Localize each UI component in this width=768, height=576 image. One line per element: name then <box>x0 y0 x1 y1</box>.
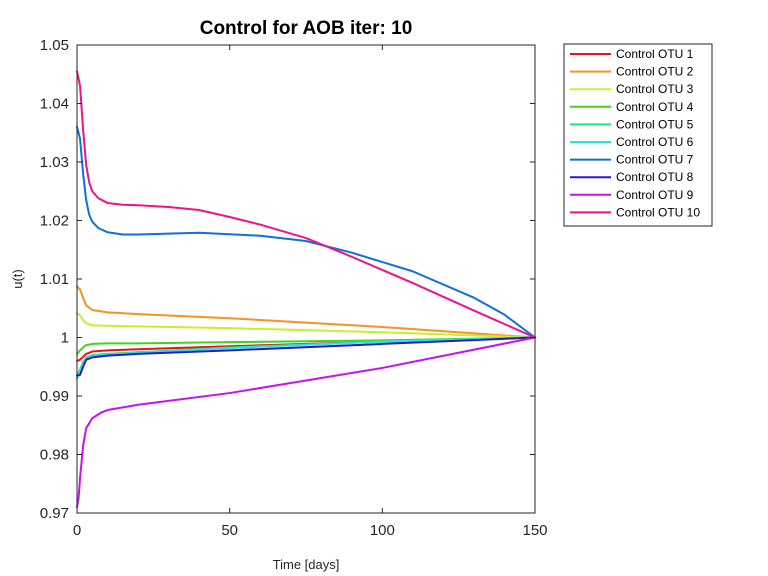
y-axis-label: u(t) <box>10 269 25 289</box>
plot-frame <box>76 44 536 514</box>
y-tick-label: 1.02 <box>40 213 69 230</box>
plot-area <box>77 45 535 513</box>
legend-label-otu-7: Control OTU 7 <box>616 153 694 167</box>
y-tick-label: 1.05 <box>40 37 69 54</box>
series-line-otu-4 <box>76 336 536 355</box>
legend-label-otu-3: Control OTU 3 <box>616 82 694 96</box>
legend-label-otu-1: Control OTU 1 <box>616 47 694 61</box>
y-tick-label: 1.03 <box>40 154 69 171</box>
legend-label-otu-4: Control OTU 4 <box>616 100 694 114</box>
series-group <box>76 70 536 509</box>
y-tick-label: 0.99 <box>40 388 69 405</box>
legend-label-otu-6: Control OTU 6 <box>616 135 694 149</box>
series-line-otu-10 <box>76 70 536 339</box>
y-tick-label: 0.98 <box>40 447 69 464</box>
y-tick-label: 1.01 <box>40 271 69 288</box>
x-tick-label: 0 <box>73 522 81 539</box>
legend-label-otu-8: Control OTU 8 <box>616 170 694 184</box>
series-line-otu-7 <box>76 125 536 339</box>
x-tick-label: 50 <box>221 522 238 539</box>
series-line-otu-8 <box>76 336 536 377</box>
legend-label-otu-9: Control OTU 9 <box>616 188 694 202</box>
y-tick-label: 1.04 <box>40 96 69 113</box>
series-line-otu-2 <box>76 285 536 339</box>
series-line-otu-9 <box>76 336 536 509</box>
x-axis-label: Time [days] <box>273 557 340 572</box>
x-tick-label: 150 <box>522 522 547 539</box>
legend: Control OTU 1 Control OTU 2 Control OTU 3 C… <box>563 43 713 227</box>
legend-label-otu-2: Control OTU 2 <box>616 65 694 79</box>
legend-label-otu-5: Control OTU 5 <box>616 117 694 131</box>
series-line-otu-3 <box>76 311 536 339</box>
x-tick-label: 100 <box>370 522 395 539</box>
legend-label-otu-10: Control OTU 10 <box>616 205 700 219</box>
y-tick-label: 1 <box>61 330 69 347</box>
y-tick-label: 0.97 <box>40 505 69 522</box>
chart-title: Control for AOB iter: 10 <box>200 18 413 39</box>
